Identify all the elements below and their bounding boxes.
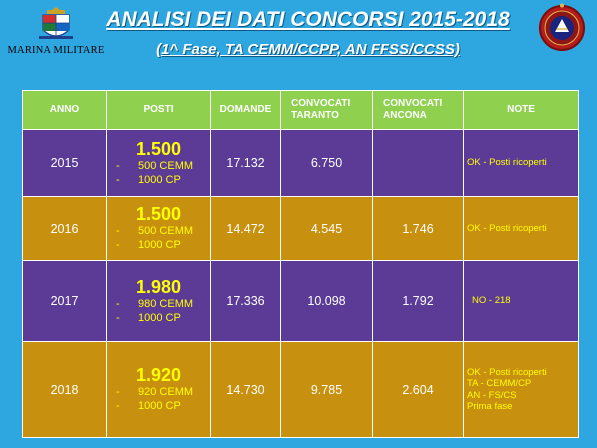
header-domande: DOMANDE bbox=[210, 90, 281, 130]
cell-domande: 17.336 bbox=[210, 259, 281, 343]
posti-item: 500 CEMM bbox=[116, 159, 207, 173]
header-convocati-taranto: CONVOCATI TARANTO bbox=[280, 90, 373, 130]
posti-list: 980 CEMM 1000 CP bbox=[110, 297, 207, 325]
cell-posti: 1.500 500 CEMM 1000 CP bbox=[106, 128, 211, 198]
header-posti: POSTI bbox=[106, 90, 211, 130]
cell-anno: 2017 bbox=[22, 259, 107, 343]
cell-posti: 1.500 500 CEMM 1000 CP bbox=[106, 196, 211, 261]
cell-posti: 1.980 980 CEMM 1000 CP bbox=[106, 259, 211, 343]
posti-item: 500 CEMM bbox=[116, 224, 207, 238]
page-subtitle: (1^ Fase, TA CEMM/CCPP, AN FFSS/CCSS) bbox=[156, 41, 460, 58]
round-emblem-icon bbox=[539, 3, 585, 51]
note-line: AN - FS/CS bbox=[467, 389, 517, 401]
page-title: ANALISI DEI DATI CONCORSI 2015-2018 bbox=[106, 8, 510, 31]
posti-item: 920 CEMM bbox=[116, 385, 207, 399]
note-line: OK - Posti ricoperti bbox=[467, 366, 547, 378]
marina-militare-logo: MARINA MILITARE bbox=[6, 2, 106, 62]
note-line: OK - Posti ricoperti bbox=[467, 222, 547, 234]
header-convocati-ancona: CONVOCATI ANCONA bbox=[372, 90, 464, 130]
note-line: TA - CEMM/CP bbox=[467, 378, 532, 390]
cell-note: OK - Posti ricoperti bbox=[463, 196, 579, 261]
cell-taranto: 10.098 bbox=[280, 259, 373, 343]
posti-total: 1.500 bbox=[135, 204, 182, 225]
posti-list: 500 CEMM 1000 CP bbox=[110, 224, 207, 252]
navy-crest-icon bbox=[39, 7, 73, 39]
table-header-row: ANNO POSTI DOMANDE CONVOCATI TARANTO CON… bbox=[22, 90, 579, 130]
cell-taranto: 4.545 bbox=[280, 196, 373, 261]
posti-item: 1000 CP bbox=[116, 311, 207, 325]
posti-item: 1000 CP bbox=[116, 173, 207, 187]
table-row: 2015 1.500 500 CEMM 1000 CP 17.132 6.750… bbox=[22, 128, 579, 198]
table-row: 2017 1.980 980 CEMM 1000 CP 17.336 10.09… bbox=[22, 259, 579, 343]
posti-total: 1.500 bbox=[135, 138, 182, 159]
cell-note: OK - Posti ricoperti TA - CEMM/CP AN - F… bbox=[463, 341, 579, 438]
posti-item: 980 CEMM bbox=[116, 297, 207, 311]
posti-total: 1.920 bbox=[135, 365, 182, 386]
cell-domande: 17.132 bbox=[210, 128, 281, 198]
cell-taranto: 6.750 bbox=[280, 128, 373, 198]
note-line: OK - Posti ricoperti bbox=[467, 157, 547, 169]
cell-ancona: 1.792 bbox=[372, 259, 464, 343]
cell-note: NO - 218 bbox=[463, 259, 579, 343]
header-anno: ANNO bbox=[22, 90, 107, 130]
posti-list: 500 CEMM 1000 CP bbox=[110, 159, 207, 187]
cell-posti: 1.920 920 CEMM 1000 CP bbox=[106, 341, 211, 438]
cell-anno: 2018 bbox=[22, 341, 107, 438]
posti-item: 1000 CP bbox=[116, 238, 207, 252]
cell-ancona: 1.746 bbox=[372, 196, 464, 261]
cell-domande: 14.730 bbox=[210, 341, 281, 438]
posti-list: 920 CEMM 1000 CP bbox=[110, 385, 207, 413]
table-row: 2016 1.500 500 CEMM 1000 CP 14.472 4.545… bbox=[22, 196, 579, 261]
cell-taranto: 9.785 bbox=[280, 341, 373, 438]
cell-ancona bbox=[372, 128, 464, 198]
cell-anno: 2015 bbox=[22, 128, 107, 198]
cell-note: OK - Posti ricoperti bbox=[463, 128, 579, 198]
posti-total: 1.980 bbox=[135, 276, 182, 297]
cell-ancona: 2.604 bbox=[372, 341, 464, 438]
note-line: NO - 218 bbox=[472, 295, 511, 307]
cell-anno: 2016 bbox=[22, 196, 107, 261]
header-note: NOTE bbox=[463, 90, 579, 130]
note-line: Prima fase bbox=[467, 401, 513, 413]
logo-caption: MARINA MILITARE bbox=[7, 45, 105, 56]
emblem-logo bbox=[535, 2, 589, 62]
concorsi-table: ANNO POSTI DOMANDE CONVOCATI TARANTO CON… bbox=[22, 90, 579, 438]
table-row: 2018 1.920 920 CEMM 1000 CP 14.730 9.785… bbox=[22, 341, 579, 438]
posti-item: 1000 CP bbox=[116, 399, 207, 413]
cell-domande: 14.472 bbox=[210, 196, 281, 261]
